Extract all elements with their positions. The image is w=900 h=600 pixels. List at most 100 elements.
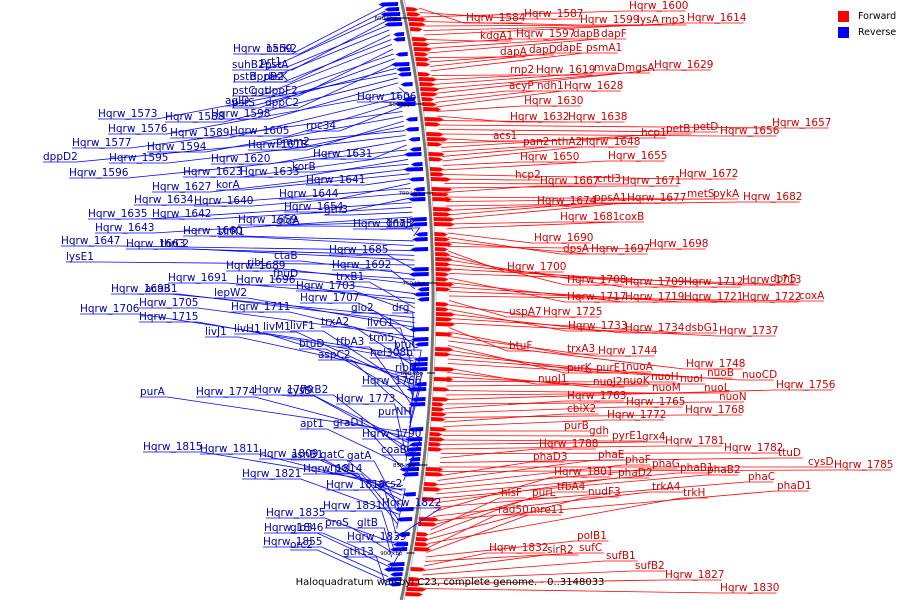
forward-gene-label-purb: purB bbox=[564, 420, 589, 432]
forward-gene-arrow bbox=[431, 417, 446, 422]
reverse-gene-label-hqrw-1633: Hqrw_1633 bbox=[240, 166, 299, 178]
forward-connector-line bbox=[434, 90, 535, 99]
reverse-gene-arrow bbox=[390, 572, 403, 577]
reverse-gene-label-ribl: ribL bbox=[247, 257, 267, 269]
forward-gene-arrow bbox=[434, 242, 453, 247]
forward-gene-arrow bbox=[422, 102, 437, 107]
reverse-gene-arrow bbox=[388, 582, 401, 587]
forward-gene-arrow bbox=[431, 407, 445, 412]
forward-connector-line bbox=[426, 38, 599, 49]
reverse-gene-label-purnh: purNH bbox=[378, 406, 411, 418]
forward-connector-line bbox=[438, 124, 829, 129]
forward-connector-line bbox=[436, 468, 678, 490]
reverse-connector-line bbox=[218, 236, 414, 247]
forward-gene-label-dsbg1: dsbG1 bbox=[685, 322, 719, 334]
reverse-gene-label-gth13: gth13 bbox=[343, 546, 374, 558]
forward-gene-arrow bbox=[433, 212, 451, 217]
reverse-gene-label-hqrw-1640: Hqrw_1640 bbox=[194, 195, 253, 207]
forward-gene-label-hqrw-1830: Hqrw_1830 bbox=[720, 582, 779, 594]
forward-gene-label-hqrw-1690: Hqrw_1690 bbox=[534, 232, 593, 244]
reverse-connector-line bbox=[236, 284, 416, 304]
forward-gene-arrow bbox=[433, 217, 455, 222]
reverse-gene-label-aspc2: aspC2 bbox=[318, 349, 351, 361]
reverse-connector-line bbox=[284, 197, 412, 213]
reverse-gene-arrow bbox=[396, 517, 413, 522]
forward-gene-label-nuoi: nuoI bbox=[680, 373, 703, 385]
forward-gene-label-trka4: trkA4 bbox=[652, 481, 681, 493]
reverse-gene-label-acs2: acs2 bbox=[378, 478, 402, 490]
forward-connector-line bbox=[441, 441, 668, 445]
reverse-gene-label-orc2: orc2 bbox=[290, 539, 313, 551]
reverse-gene-label-hqrw-1634: Hqrw_1634 bbox=[134, 194, 194, 206]
reverse-gene-arrow bbox=[414, 357, 428, 362]
forward-gene-label-hqrw-1781: Hqrw_1781 bbox=[665, 435, 724, 447]
reverse-gene-arrow bbox=[396, 67, 411, 72]
forward-gene-label-rad50: rad50 bbox=[498, 504, 529, 516]
reverse-gene-arrow bbox=[384, 7, 400, 12]
forward-connector-line bbox=[445, 392, 730, 396]
reverse-gene-label-trxa2: trxA2 bbox=[321, 316, 349, 328]
reverse-connector-line bbox=[347, 460, 400, 510]
reverse-gene-label-korb: korB bbox=[292, 161, 316, 173]
forward-connector-line bbox=[424, 552, 605, 562]
reverse-gene-arrow bbox=[397, 532, 410, 537]
forward-gene-arrow bbox=[426, 137, 448, 142]
forward-connector-line bbox=[423, 24, 687, 31]
reverse-connector-line bbox=[290, 532, 391, 568]
forward-connector-line bbox=[442, 435, 608, 437]
forward-connector-line bbox=[446, 381, 677, 383]
forward-gene-arrow bbox=[415, 537, 429, 542]
reverse-gene-label-trxb2: trxB2 bbox=[300, 384, 328, 396]
reverse-gene-arrow bbox=[402, 492, 416, 497]
reverse-gene-arrow bbox=[406, 387, 427, 392]
reverse-connector-line bbox=[145, 293, 415, 323]
forward-connector-line bbox=[429, 54, 555, 63]
reverse-gene-label-psta: pstA bbox=[265, 59, 289, 71]
forward-gene-label-hqrw-1674: Hqrw_1674 bbox=[537, 195, 597, 207]
reverse-gene-label-hqrw-1623: Hqrw_1623 bbox=[183, 166, 242, 178]
reverse-connector-line bbox=[61, 245, 415, 251]
reverse-connector-line bbox=[332, 269, 416, 290]
reverse-connector-line bbox=[336, 346, 412, 405]
forward-gene-arrow bbox=[435, 332, 453, 337]
forward-gene-label-phad1: phaD1 bbox=[777, 480, 812, 492]
forward-connector-line bbox=[444, 185, 597, 193]
forward-gene-label-kdga1: kdgA1 bbox=[480, 30, 513, 42]
forward-gene-arrow bbox=[435, 252, 451, 257]
forward-gene-arrow bbox=[414, 52, 429, 57]
reverse-connector-line bbox=[395, 372, 423, 424]
reverse-gene-label-hqrw-1559: Hqrw_1559 bbox=[233, 43, 292, 55]
forward-connector-line bbox=[429, 497, 558, 535]
forward-gene-arrow bbox=[434, 352, 451, 357]
reverse-connector-line bbox=[313, 144, 407, 160]
forward-connector-line bbox=[448, 268, 799, 286]
forward-connector-line bbox=[446, 202, 684, 220]
forward-gene-arrow bbox=[421, 92, 438, 97]
reverse-gene-arrow bbox=[412, 237, 428, 242]
reverse-connector-line bbox=[329, 254, 415, 271]
forward-connector-line bbox=[426, 514, 562, 553]
forward-gene-label-phad2: phaD2 bbox=[618, 467, 653, 479]
forward-connector-line bbox=[432, 72, 620, 85]
forward-connector-line bbox=[447, 237, 589, 255]
reverse-gene-arrow bbox=[410, 217, 427, 222]
reverse-gene-label-rbsk: rbsK bbox=[264, 71, 288, 83]
reverse-gene-label-hqrw-1577: Hqrw_1577 bbox=[72, 137, 131, 149]
reverse-gene-label-thrc2: thrC2 bbox=[160, 238, 189, 250]
forward-gene-label-grx4: grx4 bbox=[642, 431, 666, 443]
reverse-gene-arrow bbox=[413, 187, 425, 192]
reverse-connector-line bbox=[367, 327, 414, 371]
reverse-connector-line bbox=[357, 527, 393, 558]
reverse-gene-label-hqrw-1596: Hqrw_1596 bbox=[69, 167, 129, 179]
reverse-connector-line bbox=[225, 67, 397, 107]
reverse-gene-label-hqrw-1766: Hqrw_1766 bbox=[362, 375, 422, 387]
reverse-connector-line bbox=[260, 24, 389, 68]
forward-connector-line bbox=[435, 90, 563, 103]
reverse-gene-label-hqrw-1576: Hqrw_1576 bbox=[108, 123, 168, 135]
forward-gene-label-dape: dapE bbox=[556, 42, 582, 54]
reverse-connector-line bbox=[196, 396, 409, 438]
forward-gene-label-pyre1: pyrE1 bbox=[612, 430, 643, 442]
reverse-gene-label-gth3: gth3 bbox=[324, 204, 348, 216]
forward-connector-line bbox=[446, 202, 626, 216]
